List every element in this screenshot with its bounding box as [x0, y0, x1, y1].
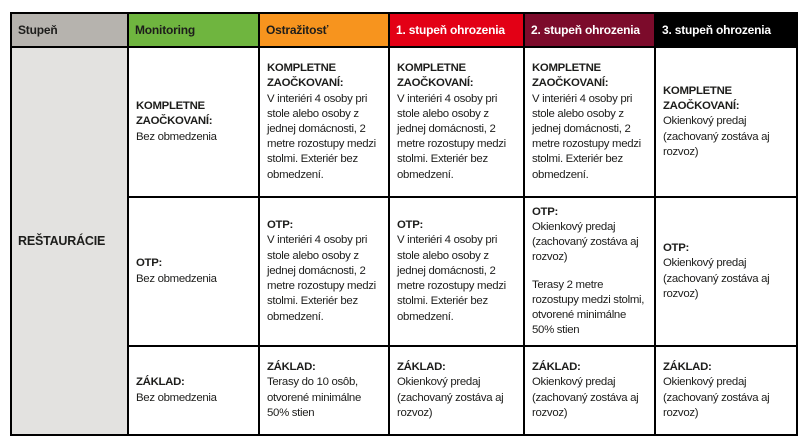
cell-title: OTP:: [136, 257, 163, 270]
cell-title: OTP:: [267, 219, 294, 232]
cell-zaklad-monitoring: ZÁKLAD: Bez obmedzenia: [129, 347, 260, 434]
cell-kompletne-3-stupen: KOMPLETNE ZAOČKOVANÍ: Okienkový predaj (…: [656, 48, 796, 198]
column-header-stupen: Stupeň: [12, 14, 129, 48]
cell-kompletne-monitoring: KOMPLETNE ZAOČKOVANÍ: Bez obmedzenia: [129, 48, 260, 198]
column-header-monitoring: Monitoring: [129, 14, 260, 48]
cell-text: Okienkový predaj (zachovaný zostáva aj r…: [532, 220, 639, 264]
cell-otp-ostrazitost: OTP: V interiéri 4 osoby pri stole alebo…: [260, 198, 390, 347]
cell-title: KOMPLETNE ZAOČKOVANÍ:: [663, 84, 740, 113]
cell-text-2: Terasy 2 metre rozostupy medzi stolmi, o…: [532, 278, 645, 337]
cell-kompletne-1-stupen: KOMPLETNE ZAOČKOVANÍ: V interiéri 4 osob…: [390, 48, 525, 198]
cell-zaklad-1-stupen: ZÁKLAD: Okienkový predaj (zachovaný zost…: [390, 347, 525, 434]
cell-title: ZÁKLAD:: [663, 361, 712, 374]
cell-title: ZÁKLAD:: [397, 361, 446, 374]
cell-zaklad-2-stupen: ZÁKLAD: Okienkový predaj (zachovaný zost…: [525, 347, 656, 434]
cell-kompletne-ostrazitost: KOMPLETNE ZAOČKOVANÍ: V interiéri 4 osob…: [260, 48, 390, 198]
cell-text: V interiéri 4 osoby pri stole alebo osob…: [532, 92, 641, 181]
column-header-2-stupen: 2. stupeň ohrozenia: [525, 14, 656, 48]
cell-text: Bez obmedzenia: [136, 272, 217, 285]
column-header-3-stupen: 3. stupeň ohrozenia: [656, 14, 796, 48]
cell-title: KOMPLETNE ZAOČKOVANÍ:: [532, 62, 609, 90]
cell-title: KOMPLETNE ZAOČKOVANÍ:: [397, 62, 474, 90]
cell-text: Bez obmedzenia: [136, 391, 217, 404]
cell-otp-3-stupen: OTP: Okienkový predaj (zachovaný zostáva…: [656, 198, 796, 347]
cell-text: V interiéri 4 osoby pri stole alebo osob…: [267, 92, 376, 181]
cell-title: OTP:: [663, 242, 690, 255]
cell-title: KOMPLETNE ZAOČKOVANÍ:: [136, 100, 213, 128]
cell-title: ZÁKLAD:: [136, 376, 185, 389]
cell-title: OTP:: [532, 205, 559, 218]
cell-title: ZÁKLAD:: [267, 361, 316, 374]
cell-title: OTP:: [397, 219, 424, 232]
cell-text: Terasy do 10 osôb, otvorené minimálne 50…: [267, 376, 362, 419]
cell-text: Okienkový predaj (zachovaný zostáva aj r…: [532, 376, 639, 419]
cell-zaklad-ostrazitost: ZÁKLAD: Terasy do 10 osôb, otvorené mini…: [260, 347, 390, 434]
cell-text: Okienkový predaj (zachovaný zostáva aj r…: [663, 376, 770, 419]
cell-otp-1-stupen: OTP: V interiéri 4 osoby pri stole alebo…: [390, 198, 525, 347]
cell-text: Okienkový predaj (zachovaný zostáva aj r…: [663, 257, 770, 300]
cell-title: KOMPLETNE ZAOČKOVANÍ:: [267, 62, 344, 90]
cell-text: V interiéri 4 osoby pri stole alebo osob…: [397, 234, 506, 323]
cell-text: V interiéri 4 osoby pri stole alebo osob…: [267, 234, 376, 323]
cell-title: ZÁKLAD:: [532, 361, 581, 374]
cell-text: Bez obmedzenia: [136, 130, 217, 143]
row-header-restauracie: REŠTAURÁCIE: [12, 48, 129, 434]
cell-zaklad-3-stupen: ZÁKLAD: Okienkový predaj (zachovaný zost…: [656, 347, 796, 434]
cell-otp-monitoring: OTP: Bez obmedzenia: [129, 198, 260, 347]
cell-text: Okienkový predaj (zachovaný zostáva aj r…: [663, 115, 770, 158]
restrictions-table: Stupeň Monitoring Ostražitosť 1. stupeň …: [10, 12, 798, 436]
cell-text: V interiéri 4 osoby pri stole alebo osob…: [397, 92, 506, 181]
column-header-ostrazitost: Ostražitosť: [260, 14, 390, 48]
cell-text: Okienkový predaj (zachovaný zostáva aj r…: [397, 376, 504, 419]
cell-otp-2-stupen: OTP: Okienkový predaj (zachovaný zostáva…: [525, 198, 656, 347]
cell-kompletne-2-stupen: KOMPLETNE ZAOČKOVANÍ: V interiéri 4 osob…: [525, 48, 656, 198]
column-header-1-stupen: 1. stupeň ohrozenia: [390, 14, 525, 48]
